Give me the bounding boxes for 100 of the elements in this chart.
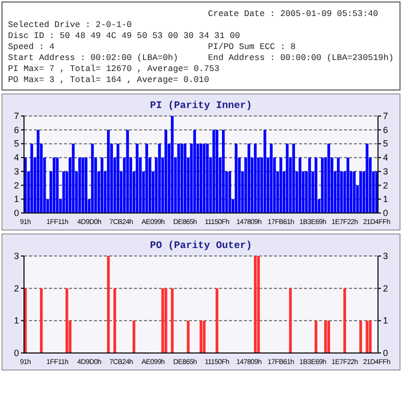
text: Selected Drive : 2-0-1-0 [8,20,132,30]
text: PI Max= 7 , Total= 12670 , Average= 0.753 [8,64,220,74]
bar [234,144,238,213]
bar [366,144,368,213]
bar [279,158,282,213]
y2-tick-label: 7 [383,111,388,121]
bar [254,144,257,213]
bar [36,130,40,213]
bar [254,256,257,353]
y2-tick-label: 0 [383,348,388,358]
bar [164,288,168,353]
bar [314,158,318,213]
bar [132,320,136,353]
chart-title: PO (Parity Outer) [150,240,252,252]
bar [200,320,202,353]
text: Create Date : 2005-01-09 05:53:40 [208,9,378,19]
bar [324,320,327,353]
bar [286,144,289,213]
bar [327,144,330,213]
bar [193,130,196,213]
y-tick-label: 1 [14,316,19,326]
bar [346,158,350,213]
bar [100,158,104,213]
y2-tick-label: 2 [383,180,388,190]
y-tick-label: 2 [14,283,19,294]
bar [343,288,346,353]
bar [158,144,161,213]
text: Start Address : 00:02:00 (LBA=0h) [8,53,178,63]
bar [216,130,218,213]
bar [216,288,218,353]
bar [228,171,232,213]
y2-tick-label: 1 [383,316,388,326]
bar [212,130,216,213]
bar [327,320,330,353]
bar [145,144,148,213]
y-tick-label: 6 [14,124,19,135]
bar [62,171,66,213]
bar [368,320,372,353]
text: Speed : 4 [8,42,54,52]
bar [202,144,206,213]
bar [72,144,75,213]
bar [91,144,94,213]
bar [84,158,88,213]
bar [113,288,116,353]
bar [320,158,324,213]
bar [352,171,356,213]
bar [170,288,174,353]
bar [336,158,340,213]
bar [170,116,174,213]
bar [161,288,164,353]
bar [289,288,292,353]
bar [52,158,56,213]
y-tick-label: 3 [14,166,19,176]
bar [81,158,84,213]
bar [206,144,209,213]
bar [292,144,295,213]
y-tick-label: 4 [14,152,19,163]
chart-title: PI (Parity Inner) [150,100,252,112]
bar [177,144,180,213]
text: PI/PO Sum ECC : 8 [208,42,296,52]
y2-tick-label: 3 [383,166,388,176]
bar [107,256,110,353]
y2-tick-label: 1 [383,194,388,204]
bar [202,320,206,353]
bar [314,320,318,353]
y2-tick-label: 4 [383,152,388,163]
bar [270,144,273,213]
bar [116,144,120,213]
bar [136,144,138,213]
bar [56,158,59,213]
bar [78,158,82,213]
y-tick-label: 7 [14,111,19,121]
bar [180,144,184,213]
text: End Address : 00:00:00 (LBA=230519h) [208,53,394,63]
text: PO Max= 3 , Total= 164 , Average= 0.010 [8,75,210,85]
y-tick-label: 5 [14,138,19,149]
text: Disc ID : 50 48 49 4C 49 50 53 00 30 34 31 00 [8,31,240,41]
bar [366,320,368,353]
y-tick-label: 2 [14,180,19,190]
bar [308,158,311,213]
bar [359,171,362,213]
bar [66,288,68,353]
bar [359,320,362,353]
bar [200,144,202,213]
y2-tick-label: 3 [383,251,388,261]
bar [30,144,34,213]
bar [107,130,110,213]
y-tick-label: 3 [14,251,19,261]
bar [40,288,43,353]
y2-tick-label: 6 [383,124,388,135]
bar [257,256,260,353]
bar [186,320,190,353]
bar [248,144,250,213]
bar [298,158,302,213]
y-tick-label: 1 [14,194,19,204]
bar [164,130,168,213]
bar [184,144,186,213]
bar [222,130,225,213]
bar [126,130,129,213]
y-tick-label: 0 [14,348,19,358]
